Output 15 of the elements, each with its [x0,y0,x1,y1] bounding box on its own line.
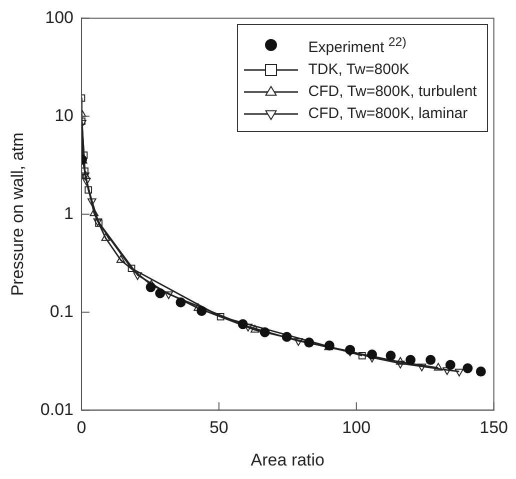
legend-label: CFD, Tw=800K, laminar [308,104,468,124]
legend-label: Experiment $^{22)}$ [308,34,406,58]
y-tick-label: 100 [45,8,74,27]
y-tick-label: 1 [64,204,74,223]
x-tick-label: 150 [480,418,508,438]
y-tick-label: 10 [54,106,74,125]
y-tick-label: 0.01 [40,400,74,419]
x-tick-label: 100 [342,418,371,438]
y-axis-title: Pressure on wall, atm [8,132,27,296]
x-tick-label: 0 [76,418,86,438]
y-tick-label: 0.1 [50,302,74,321]
x-axis-title: Area ratio [250,450,325,470]
legend-label: TDK, Tw=800K [308,60,410,80]
legend-label: CFD, Tw=800K, turbulent [308,82,477,102]
x-tick-label: 50 [209,418,228,438]
